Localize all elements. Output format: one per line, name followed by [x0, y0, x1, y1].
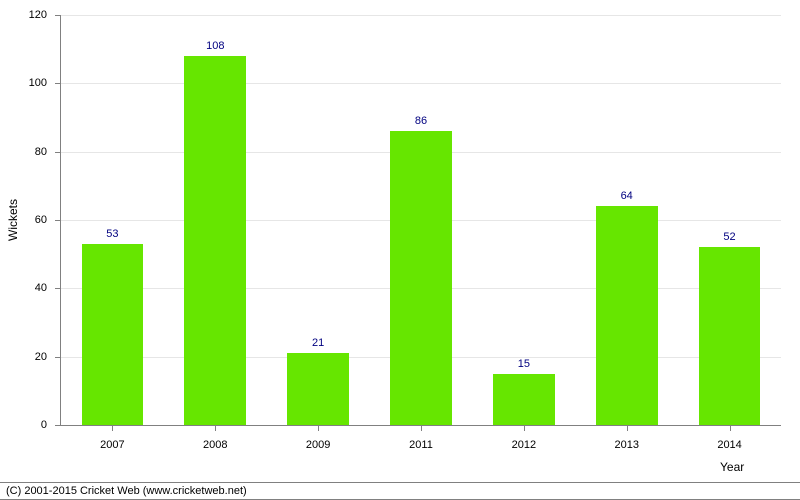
bar-value-label: 15 [518, 358, 530, 374]
bar: 53 [82, 244, 144, 425]
bar-value-label: 86 [415, 115, 427, 131]
bar-value-label: 64 [621, 190, 633, 206]
x-tick-label: 2011 [409, 425, 433, 451]
x-tick-label: 2012 [512, 425, 536, 451]
x-tick-label: 2009 [306, 425, 330, 451]
x-tick-label: 2007 [100, 425, 124, 451]
bar: 15 [493, 374, 555, 425]
y-tick-label: 120 [29, 9, 61, 21]
x-tick-label: 2013 [614, 425, 638, 451]
bar-value-label: 21 [312, 337, 324, 353]
y-tick-label: 0 [41, 419, 61, 431]
y-tick-label: 40 [35, 282, 61, 294]
y-tick-label: 80 [35, 146, 61, 158]
y-tick-label: 20 [35, 351, 61, 363]
bar: 108 [184, 56, 246, 425]
x-axis-title: Year [720, 460, 744, 474]
y-tick-label: 60 [35, 214, 61, 226]
bar: 86 [390, 131, 452, 425]
bar-value-label: 108 [206, 40, 224, 56]
x-tick-label: 2014 [717, 425, 741, 451]
y-axis-title: Wickets [6, 199, 20, 241]
bar: 21 [287, 353, 349, 425]
bar: 52 [699, 247, 761, 425]
bar: 64 [596, 206, 658, 425]
x-tick-label: 2008 [203, 425, 227, 451]
gridline [61, 15, 781, 16]
bar-value-label: 53 [106, 228, 118, 244]
bar-value-label: 52 [723, 231, 735, 247]
y-tick-label: 100 [29, 77, 61, 89]
chart-container: 0204060801001202007532008108200921201186… [0, 0, 800, 500]
gridline [61, 83, 781, 84]
plot-area: 0204060801001202007532008108200921201186… [60, 15, 781, 426]
copyright-text: (C) 2001-2015 Cricket Web (www.cricketwe… [0, 482, 800, 500]
